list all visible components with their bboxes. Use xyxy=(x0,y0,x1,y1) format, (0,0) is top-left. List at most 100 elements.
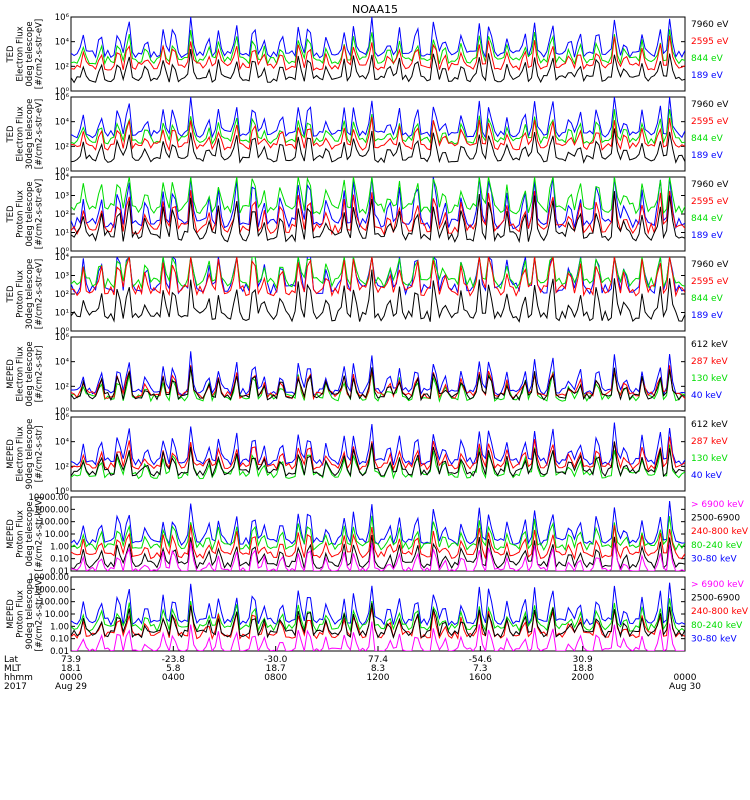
legend-entry: 7960 eV xyxy=(691,260,729,270)
y-tick-label: 1.00 xyxy=(50,542,69,552)
series-line xyxy=(71,177,685,231)
y-axis-label-line: Proton Flux xyxy=(16,190,26,238)
x-row-label: 2017 xyxy=(4,682,27,692)
legend-entry: 287 keV xyxy=(691,437,728,447)
series-line xyxy=(71,128,685,164)
x-tick-label: 0400 xyxy=(162,673,185,683)
x-tick-label: Aug 29 xyxy=(55,682,87,692)
x-tick-label: Aug 30 xyxy=(669,682,701,692)
series-line xyxy=(71,501,685,546)
panel-4: 10⁰ 10¹ 10² 10³ 10⁴ TEDProton Flux30deg teles… xyxy=(6,253,729,337)
legend-entry: 844 eV xyxy=(691,294,724,304)
panel-6: 10⁰ 10² 10⁴ 10⁶ MEPEDElectron Flux90deg tele… xyxy=(6,413,728,497)
y-axis-label: MEPEDElectron Flux0deg telescope[#/cm2-s… xyxy=(6,341,45,406)
legend-entry: 240-800 keV xyxy=(691,607,749,617)
y-axis-label-line: Electron Flux xyxy=(16,26,26,81)
y-tick-label: 1000.00 xyxy=(34,585,69,595)
series-line xyxy=(71,29,685,66)
y-axis-label-line: [#/cm2-s-str-eV] xyxy=(35,179,45,249)
y-axis-label-line: Proton Flux xyxy=(16,270,26,318)
y-tick-label: 10⁴ xyxy=(55,118,70,128)
y-axis-label-line: 0deg telescope xyxy=(25,21,35,86)
y-tick-label: 0.01 xyxy=(50,567,69,577)
legend-entry: 189 eV xyxy=(691,71,724,81)
legend-entry: 80-240 keV xyxy=(691,621,743,631)
x-tick-label: 0000 xyxy=(674,673,697,683)
series-line xyxy=(71,269,685,323)
legend-entry: 30-80 keV xyxy=(691,634,737,644)
y-axis-label-line: Proton Flux xyxy=(16,590,26,638)
y-tick-label: 10¹ xyxy=(55,309,69,319)
series-line xyxy=(71,603,685,639)
series-line xyxy=(71,257,685,290)
y-axis-label: TEDProton Flux30deg telescope[#/cm2-s-st… xyxy=(6,259,45,330)
y-tick-label: 10² xyxy=(55,290,69,300)
x-row-label: Lat xyxy=(4,655,19,665)
y-tick-label: 10.00 xyxy=(45,610,69,620)
y-axis-label-line: 0deg telescope xyxy=(25,501,35,566)
y-axis-label-line: [#/cm2-s-str] xyxy=(35,426,45,483)
legend-entry: 2595 eV xyxy=(691,197,729,207)
panel-frame xyxy=(70,336,686,412)
series-line xyxy=(71,598,685,633)
legend-entry: 2595 eV xyxy=(691,37,729,47)
legend-entry: 2595 eV xyxy=(691,277,729,287)
series-line xyxy=(71,257,685,298)
legend-entry: 189 eV xyxy=(691,151,724,161)
y-axis-label-line: MEPED xyxy=(6,599,16,629)
legend-entry: 844 eV xyxy=(691,54,724,64)
y-tick-label: 10⁰ xyxy=(55,327,70,337)
x-tick-label: 0000 xyxy=(60,673,83,683)
y-axis-label-line: [#/cm2-s-str-keV] xyxy=(35,497,45,572)
x-tick-label: 7.3 xyxy=(473,664,487,674)
legend-entry: 40 keV xyxy=(691,471,723,481)
series-line xyxy=(71,582,685,627)
series-line xyxy=(71,190,685,236)
y-tick-label: 10⁴ xyxy=(55,438,70,448)
y-axis-label: MEPEDProton Flux90deg telescope[#/cm2-s-… xyxy=(6,577,45,652)
panel-frame xyxy=(70,496,686,572)
panel-1: 10⁰ 10² 10⁴ 10⁶ TEDElectron Flux0deg telesco… xyxy=(6,13,729,97)
y-tick-label: 10³ xyxy=(55,192,69,202)
legend-entry: > 6900 keV xyxy=(691,580,745,590)
y-tick-label: 10⁰ xyxy=(55,407,70,417)
y-tick-label: 10.00 xyxy=(45,530,69,540)
y-tick-label: 10² xyxy=(55,62,69,72)
y-tick-label: 10000.00 xyxy=(28,573,69,583)
y-tick-label: 0.01 xyxy=(50,647,69,657)
series-line xyxy=(71,441,685,478)
y-tick-label: 10⁶ xyxy=(55,13,70,23)
y-tick-label: 100.00 xyxy=(39,518,69,528)
legend-entry: 612 keV xyxy=(691,340,728,350)
panel-3: 10⁰ 10¹ 10² 10³ 10⁴ TEDProton Flux0deg telesc… xyxy=(6,173,729,257)
x-tick-label: 8.3 xyxy=(371,664,385,674)
legend-entry: 80-240 keV xyxy=(691,541,743,551)
y-axis-label: TEDProton Flux0deg telescope[#/cm2-s-str… xyxy=(6,179,45,249)
legend-entry: 30-80 keV xyxy=(691,554,737,564)
legend-entry: 287 keV xyxy=(691,357,728,367)
series-line xyxy=(71,524,685,561)
y-axis-label-line: Electron Flux xyxy=(16,106,26,161)
series-line xyxy=(71,97,685,140)
y-axis-label-line: TED xyxy=(6,125,16,144)
x-row-label: MLT xyxy=(4,664,22,674)
y-tick-label: 10⁰ xyxy=(55,87,70,97)
legend-entry: 844 eV xyxy=(691,134,724,144)
panel-frame xyxy=(70,16,686,92)
series-line xyxy=(71,444,685,480)
y-axis-label-line: [#/cm2-s-str-keV] xyxy=(35,577,45,652)
panel-frame xyxy=(70,576,686,652)
legend-entry: 130 keV xyxy=(691,374,728,384)
y-tick-label: 10⁶ xyxy=(55,333,70,343)
y-tick-label: 0.10 xyxy=(50,555,69,565)
y-tick-label: 10² xyxy=(55,210,69,220)
y-axis-label-line: 0deg telescope xyxy=(25,341,35,406)
legend-entry: 189 eV xyxy=(691,311,724,321)
y-axis-label-line: [#/cm2-s-str-eV] xyxy=(35,259,45,329)
series-line xyxy=(71,366,685,402)
y-tick-label: 10⁴ xyxy=(55,253,70,263)
x-tick-label: -54.6 xyxy=(469,655,493,665)
panel-8: 0.010.101.0010.00100.001000.0010000.00ME… xyxy=(6,573,749,657)
series-line xyxy=(71,365,685,401)
y-axis-label-line: TED xyxy=(6,45,16,64)
